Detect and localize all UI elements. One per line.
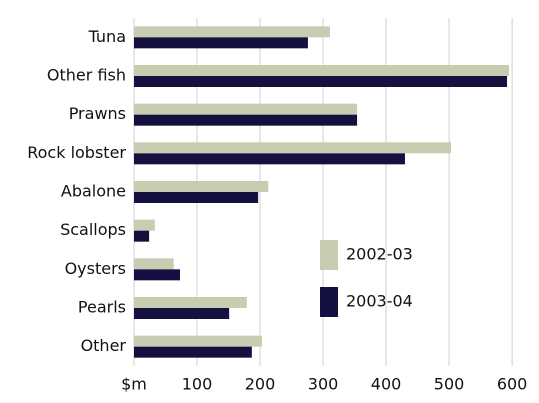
bar [134, 142, 451, 154]
x-tick-label: 600 [497, 375, 528, 394]
x-tick-label: $m [121, 375, 147, 394]
bar [134, 37, 308, 49]
y-tick-label: Scallops [60, 220, 126, 239]
legend-label: 2003-04 [346, 292, 413, 311]
y-tick-label: Other fish [47, 66, 126, 85]
bar [134, 346, 252, 358]
bar [134, 114, 358, 126]
x-tick-label: 100 [182, 375, 213, 394]
bar [134, 192, 259, 203]
y-tick-label: Rock lobster [27, 143, 126, 162]
legend-swatch [320, 240, 338, 270]
legend-label: 2002-03 [346, 245, 413, 264]
y-tick-label: Pearls [78, 298, 126, 317]
y-tick-label: Tuna [88, 27, 126, 46]
bar [134, 153, 405, 165]
bar [134, 65, 509, 76]
bar [134, 308, 230, 319]
bar [134, 181, 269, 192]
legend-swatch [320, 287, 338, 317]
bar [134, 258, 174, 270]
bar [134, 76, 508, 87]
bar [134, 335, 262, 347]
x-tick-label: 200 [245, 375, 276, 394]
x-tick-label: 400 [371, 375, 402, 394]
y-tick-label: Oysters [65, 259, 126, 278]
bar [134, 230, 150, 242]
y-tick-label: Abalone [61, 182, 126, 201]
x-tick-label: 500 [434, 375, 465, 394]
bar [134, 297, 247, 308]
bar [134, 269, 181, 281]
x-tick-label: 300 [308, 375, 339, 394]
y-tick-label: Other [81, 336, 127, 355]
bar [134, 219, 155, 231]
bar [134, 26, 330, 38]
y-tick-label: Prawns [69, 104, 126, 123]
bar [134, 103, 358, 115]
